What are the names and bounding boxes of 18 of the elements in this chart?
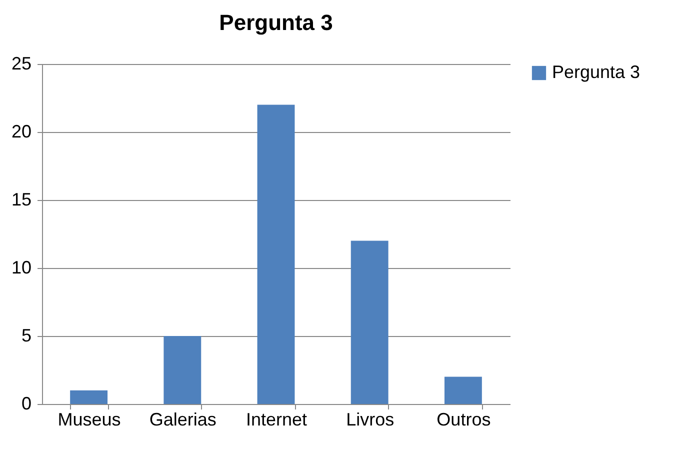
x-tick-label: Internet [246, 410, 308, 430]
y-tick-label: 0 [21, 394, 32, 414]
x-tick-label: Galerias [149, 410, 216, 430]
x-tick-label: Outros [436, 410, 491, 430]
bar [257, 104, 295, 404]
chart-title: Pergunta 3 [219, 10, 333, 35]
bar [70, 390, 108, 404]
x-tick-label: Livros [346, 410, 394, 430]
bar [350, 240, 388, 404]
x-tick-label: Museus [58, 410, 121, 430]
y-tick-label: 10 [11, 258, 32, 278]
y-tick-label: 15 [11, 190, 32, 210]
bar [164, 336, 202, 404]
y-tick-label: 5 [21, 326, 32, 346]
bar [444, 376, 482, 404]
legend-label: Pergunta 3 [552, 62, 640, 82]
y-tick-label: 20 [11, 122, 32, 142]
y-tick-label: 25 [11, 54, 32, 74]
